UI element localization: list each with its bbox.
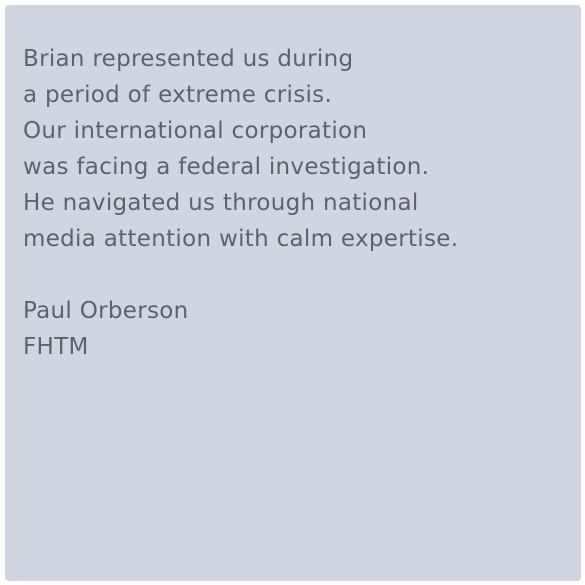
quote-line: Our international corporation	[23, 118, 368, 144]
quote-line: He navigated us through national	[23, 190, 419, 216]
author-company: FHTM	[23, 334, 89, 360]
quote-line: a period of extreme crisis.	[23, 82, 333, 108]
quote-line: was facing a federal investigation.	[23, 154, 430, 180]
testimonial-attribution: Paul Orberson FHTM	[23, 293, 563, 365]
spacer	[23, 257, 563, 293]
quote-line: media attention with calm expertise.	[23, 226, 459, 252]
author-name: Paul Orberson	[23, 298, 189, 324]
testimonial-quote: Brian represented us during a period of …	[23, 41, 563, 257]
quote-line: Brian represented us during	[23, 46, 354, 72]
testimonial-card: Brian represented us during a period of …	[5, 5, 581, 581]
